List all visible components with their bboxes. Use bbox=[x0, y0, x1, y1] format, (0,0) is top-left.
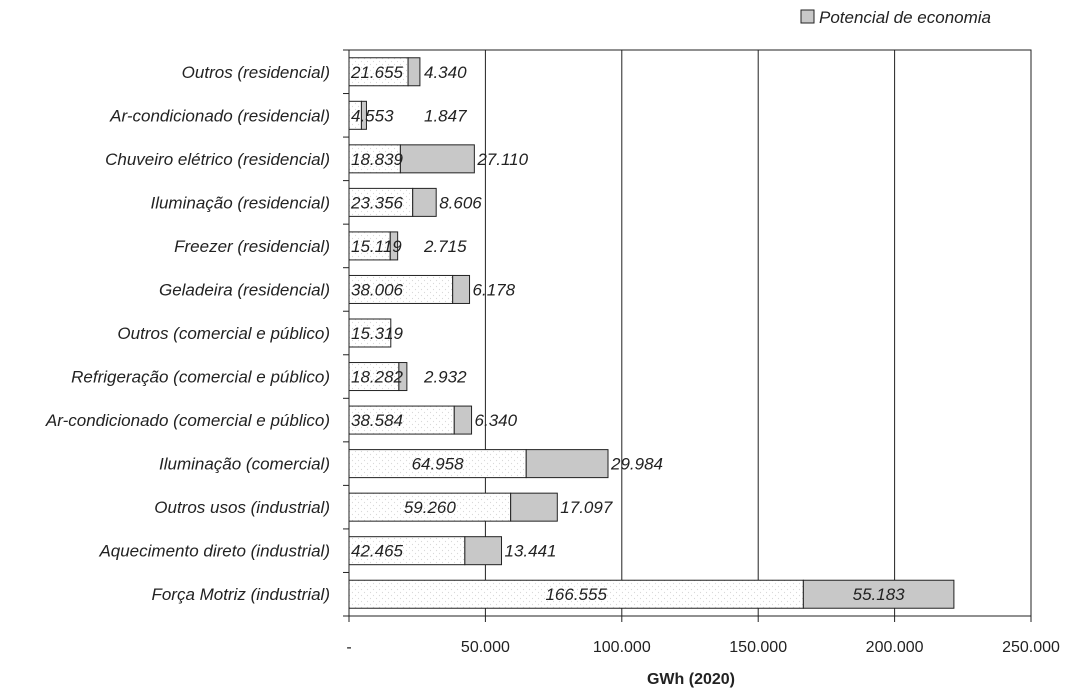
bar-consumption bbox=[348, 274, 454, 304]
category-label: Iluminação (residencial) bbox=[150, 193, 330, 212]
category-label: Outros (residencial) bbox=[182, 63, 330, 82]
data-label-consumption: 38.006 bbox=[351, 280, 404, 299]
category-label: Outros usos (industrial) bbox=[154, 498, 330, 517]
bar-consumption bbox=[348, 579, 804, 609]
data-label-potential: 4.340 bbox=[424, 63, 467, 82]
bar-potential bbox=[389, 231, 399, 261]
bar-potential bbox=[525, 449, 609, 479]
bar-potential bbox=[412, 187, 437, 217]
data-label-consumption: 15.119 bbox=[351, 237, 402, 256]
bar-consumption bbox=[348, 536, 466, 566]
data-label-potential: 6.178 bbox=[473, 280, 516, 299]
plot-area: - 50.000 100.000 150.000 200.000 250.000 Outro… bbox=[45, 49, 1060, 656]
plot-frame bbox=[348, 49, 1032, 617]
data-label-potential: 27.110 bbox=[476, 150, 528, 169]
legend-label: Potencial de economia bbox=[819, 8, 991, 27]
category-label: Outros (comercial e público) bbox=[117, 324, 330, 343]
category-label: Força Motriz (industrial) bbox=[151, 585, 330, 604]
x-tick-label: - bbox=[346, 639, 351, 656]
bar-potential bbox=[360, 100, 367, 130]
data-label-potential: 13.441 bbox=[505, 542, 557, 561]
category-label: Iluminação (comercial) bbox=[159, 455, 330, 474]
category-label: Chuveiro elétrico (residencial) bbox=[105, 150, 330, 169]
bar-potential bbox=[407, 57, 421, 87]
data-label-consumption: 4.553 bbox=[351, 106, 394, 125]
x-tick-label: 200.000 bbox=[866, 639, 924, 656]
bar-potential bbox=[802, 579, 955, 609]
data-label-consumption: 59.260 bbox=[404, 498, 457, 517]
x-tick-label: 150.000 bbox=[729, 639, 787, 656]
bar-consumption bbox=[348, 405, 455, 435]
category-label: Freezer (residencial) bbox=[174, 237, 330, 256]
data-label-potential: 1.847 bbox=[424, 106, 467, 125]
data-label-potential: 55.183 bbox=[853, 585, 906, 604]
data-label-consumption: 42.465 bbox=[351, 542, 404, 561]
bar-consumption bbox=[348, 362, 400, 392]
data-label-consumption: 64.958 bbox=[412, 455, 465, 474]
data-label-consumption: 38.584 bbox=[351, 411, 403, 430]
category-label: Ar-condicionado (comercial e público) bbox=[45, 411, 330, 430]
bar-consumption bbox=[348, 318, 392, 348]
category-label: Ar-condicionado (residencial) bbox=[109, 106, 330, 125]
bar-potential bbox=[510, 492, 558, 522]
bar-potential bbox=[452, 274, 471, 304]
category-label: Refrigeração (comercial e público) bbox=[71, 368, 330, 387]
data-label-consumption: 23.356 bbox=[350, 193, 404, 212]
legend: Potencial de economia bbox=[800, 8, 991, 27]
bar-consumption bbox=[348, 57, 409, 87]
data-label-potential: 2.715 bbox=[423, 237, 467, 256]
bar-potential bbox=[398, 362, 408, 392]
bar-potential bbox=[399, 144, 475, 174]
data-label-consumption: 15.319 bbox=[351, 324, 404, 343]
x-tick-label: 100.000 bbox=[593, 639, 651, 656]
x-tick-label: 50.000 bbox=[461, 639, 510, 656]
data-label-consumption: 166.555 bbox=[545, 585, 607, 604]
legend-swatch bbox=[800, 9, 815, 24]
category-label: Geladeira (residencial) bbox=[159, 280, 330, 299]
data-label-consumption: 18.282 bbox=[351, 368, 404, 387]
bar-potential bbox=[453, 405, 473, 435]
category-label: Aquecimento direto (industrial) bbox=[98, 542, 330, 561]
data-label-potential: 17.097 bbox=[560, 498, 613, 517]
data-label-potential: 6.340 bbox=[475, 411, 518, 430]
x-axis-title: GWh (2020) bbox=[647, 671, 735, 688]
data-label-potential: 8.606 bbox=[439, 193, 482, 212]
bar-potential bbox=[464, 536, 503, 566]
data-label-consumption: 18.839 bbox=[351, 150, 404, 169]
bar-consumption bbox=[348, 231, 391, 261]
x-tick-label: 250.000 bbox=[1002, 639, 1060, 656]
data-label-potential: 29.984 bbox=[610, 455, 663, 474]
data-label-consumption: 21.655 bbox=[350, 63, 404, 82]
data-label-potential: 2.932 bbox=[423, 368, 467, 387]
